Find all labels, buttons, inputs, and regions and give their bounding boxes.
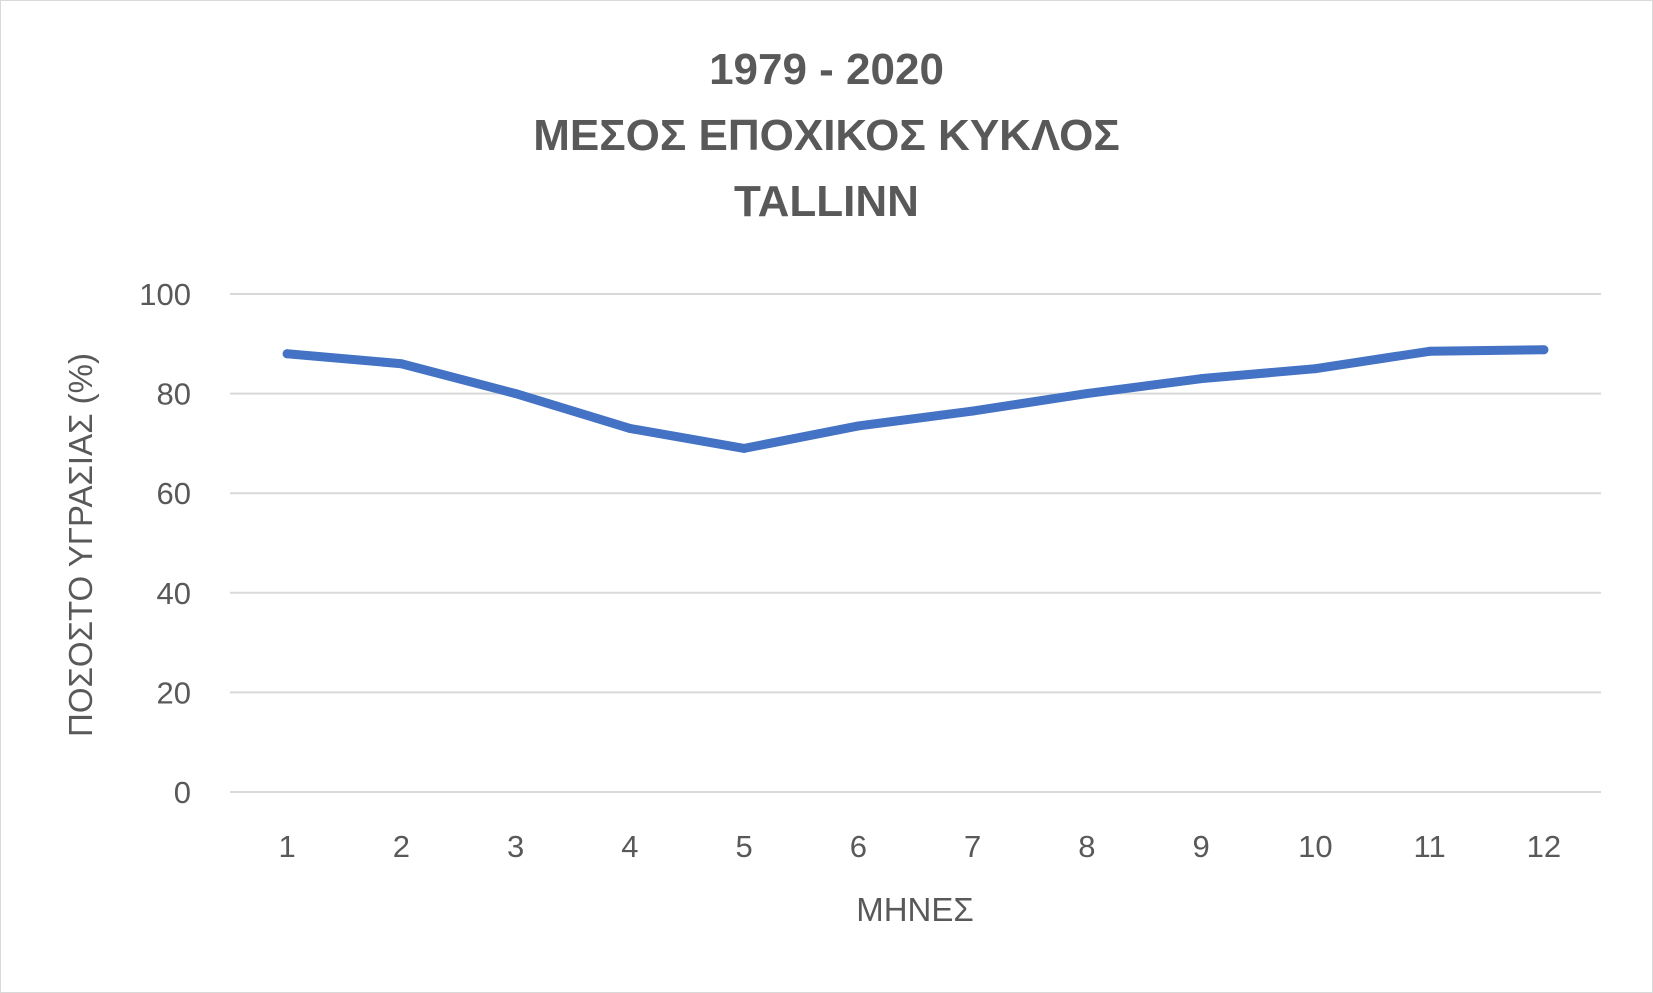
- series-line-0: [282, 345, 1549, 453]
- data-point: [282, 349, 292, 359]
- gridlines: [230, 293, 1601, 793]
- x-tick-labels: 1 2 3 4 5 6 7 8 9 10 11 12: [279, 829, 1562, 864]
- x-axis-title: ΜΗΝΕΣ: [856, 891, 974, 928]
- data-point: [853, 421, 863, 431]
- x-tick-label: 9: [1193, 829, 1210, 864]
- series-lines: [282, 345, 1549, 453]
- x-tick-label: 12: [1527, 829, 1561, 864]
- x-tick-label: 5: [736, 829, 753, 864]
- y-tick-label: 100: [139, 277, 191, 312]
- y-tick-label: 60: [157, 476, 191, 511]
- data-point: [968, 406, 978, 416]
- chart-title-line-1: 1979 - 2020: [709, 45, 944, 94]
- x-tick-label: 11: [1414, 829, 1446, 864]
- x-tick-label: 6: [850, 829, 867, 864]
- y-axis-title: ΠΟΣΟΣΤΟ ΥΓΡΑΣΙΑΣ (%): [62, 353, 99, 737]
- data-point: [625, 423, 635, 433]
- x-tick-label: 3: [507, 829, 524, 864]
- data-point: [1539, 345, 1549, 355]
- data-point: [396, 359, 406, 369]
- x-tick-label: 2: [393, 829, 410, 864]
- data-point: [739, 443, 749, 453]
- x-tick-label: 7: [964, 829, 981, 864]
- y-tick-labels: 0 20 40 60 80 100: [139, 277, 191, 810]
- y-tick-label: 40: [157, 576, 191, 611]
- data-point: [1310, 364, 1320, 374]
- data-point: [1196, 374, 1206, 384]
- y-tick-label: 0: [174, 775, 191, 810]
- x-tick-label: 1: [279, 829, 296, 864]
- chart-title-line-3: TALLINN: [734, 177, 919, 226]
- data-point: [1425, 346, 1435, 356]
- data-point: [1082, 389, 1092, 399]
- x-tick-label: 4: [621, 829, 638, 864]
- y-tick-label: 80: [157, 377, 191, 412]
- x-tick-label: 10: [1298, 829, 1332, 864]
- chart-title-line-2: ΜΕΣΟΣ ΕΠΟΧΙΚΟΣ ΚΥΚΛΟΣ: [533, 111, 1120, 160]
- y-tick-label: 20: [157, 675, 191, 710]
- data-point: [511, 389, 521, 399]
- x-tick-label: 8: [1078, 829, 1095, 864]
